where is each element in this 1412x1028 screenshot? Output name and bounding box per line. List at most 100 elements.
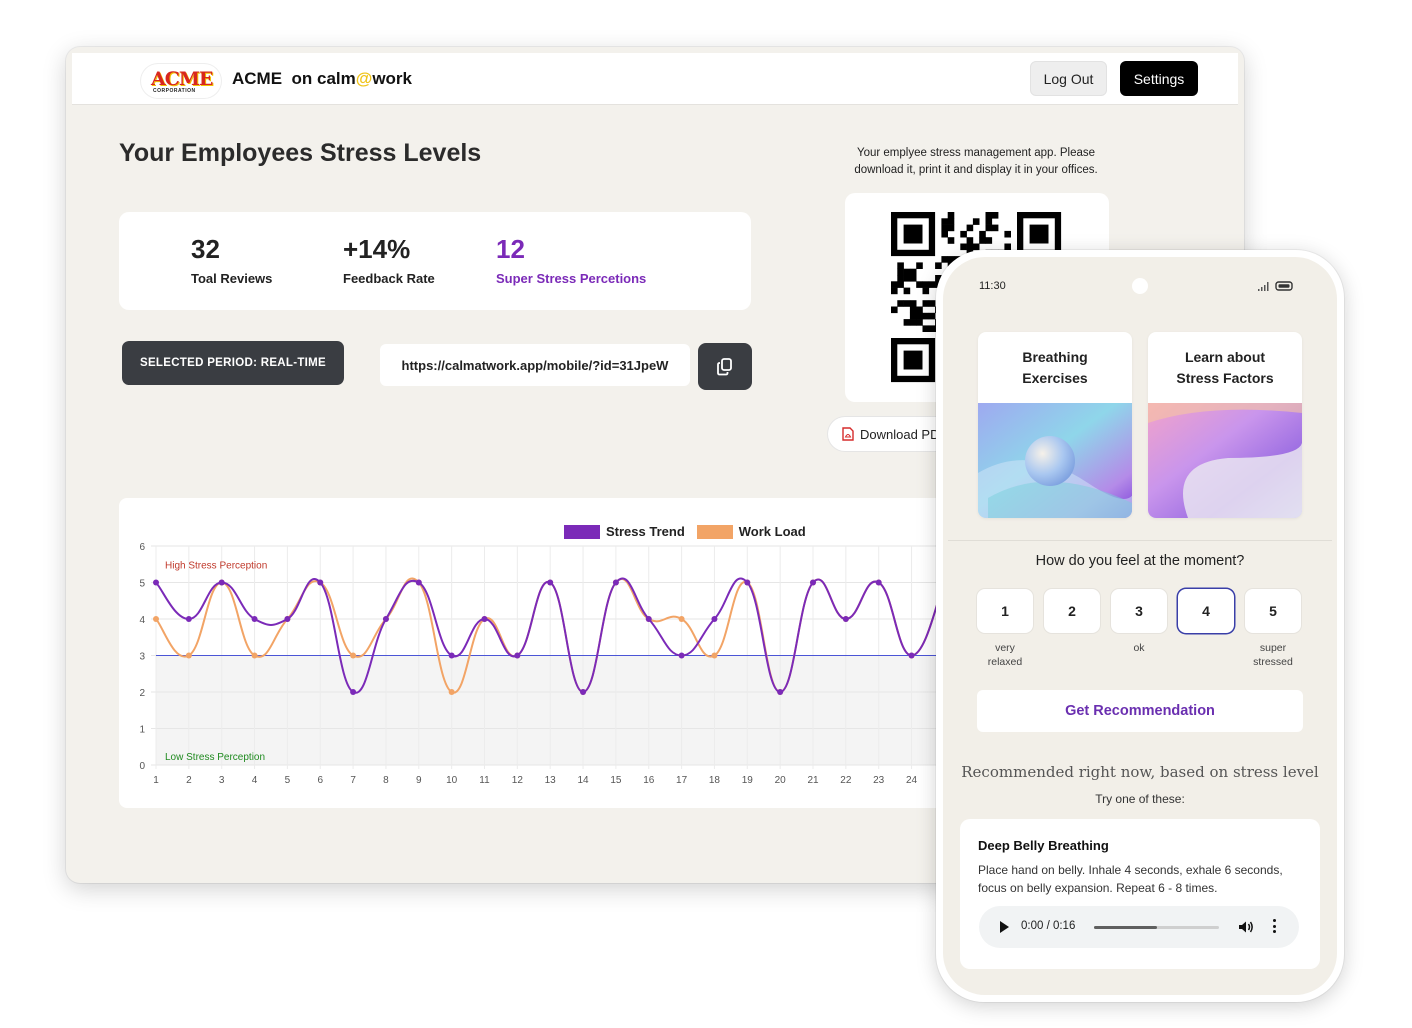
data-point-stress-trend [645, 616, 652, 622]
x-tick-label: 17 [676, 775, 688, 786]
rating-label-line: stressed [1253, 656, 1293, 668]
y-tick-label: 1 [139, 725, 145, 736]
rating-button-3[interactable]: 3 [1111, 589, 1167, 633]
data-point-stress-trend [251, 616, 258, 622]
page-title: Your Employees Stress Levels [119, 139, 482, 167]
y-tick-label: 4 [139, 615, 145, 626]
rating-button-1[interactable]: 1 [977, 589, 1033, 633]
audio-progress-track[interactable] [1094, 926, 1219, 929]
data-point-stress-trend [382, 616, 389, 622]
y-tick-label: 0 [139, 761, 145, 772]
settings-button[interactable]: Settings [1120, 61, 1198, 96]
logo-subtext: CORPORATION [153, 88, 196, 94]
share-url-field[interactable]: https://calmatwork.app/mobile/?id=31JpeW [380, 344, 690, 386]
low-stress-band [156, 655, 999, 765]
x-tick-label: 5 [285, 775, 291, 786]
play-icon[interactable] [1000, 921, 1009, 933]
download-pdf-label: Download PD [860, 426, 940, 442]
x-tick-label: 21 [807, 775, 819, 786]
tile-title-line: Learn about [1184, 348, 1266, 365]
y-tick-label: 5 [139, 579, 145, 590]
data-point-work-load [448, 689, 455, 695]
status-time: 11:30 [979, 280, 1006, 292]
rating-button-2[interactable]: 2 [1044, 589, 1100, 633]
recommendation-subtitle: Try one of these: [1095, 792, 1185, 806]
data-point-stress-trend [612, 579, 619, 586]
data-point-stress-trend [810, 579, 816, 586]
more-options-icon[interactable] [1273, 919, 1277, 936]
x-tick-label: 6 [317, 775, 323, 786]
data-point-stress-trend [744, 579, 751, 586]
x-tick-label: 15 [610, 775, 622, 786]
tile-title-line: Exercises [1022, 369, 1088, 386]
rating-button-4[interactable]: 4 [1178, 589, 1234, 633]
data-point-stress-trend [481, 616, 488, 622]
data-point-stress-trend [317, 579, 324, 586]
exercise-card: Deep Belly Breathing Place hand on belly… [960, 819, 1320, 969]
x-tick-label: 23 [873, 775, 885, 786]
rating-label-line: very [995, 642, 1015, 654]
legend-swatch-stress-trend [564, 524, 600, 539]
x-tick-label: 3 [219, 775, 225, 786]
acme-logo[interactable]: ACME CORPORATION [141, 64, 221, 98]
volume-icon[interactable] [1238, 919, 1254, 935]
rating-label-line: ok [1133, 642, 1145, 654]
high-stress-annotation: High Stress Perception [165, 560, 267, 571]
mood-question: How do you feel at the moment? [1035, 553, 1245, 569]
recommendation-title: Recommended right now, based on stress l… [961, 763, 1319, 781]
camera-notch [1132, 278, 1148, 294]
data-point-stress-trend [514, 652, 521, 659]
stat-label: Super Stress Percetions [496, 271, 647, 286]
phone-screen: 11:30 Breathing Exercises [943, 257, 1337, 995]
stress-factors-illustration [1148, 403, 1302, 518]
stat-value: 12 [496, 234, 525, 264]
stat-total-reviews: 32 Toal Reviews [191, 234, 272, 286]
audio-player: 0:00 / 0:16 [979, 906, 1299, 948]
exercise-description: Place hand on belly. Inhale 4 seconds, e… [978, 863, 1283, 895]
legend-label-stress-trend: Stress Trend [606, 524, 685, 539]
breathing-illustration [978, 403, 1132, 518]
tile-title: Breathing Exercises [978, 332, 1132, 403]
rating-label-3: ok [1109, 641, 1169, 655]
copy-url-button[interactable] [698, 343, 752, 390]
x-tick-label: 1 [153, 775, 159, 786]
app-title-at: @ [355, 69, 373, 88]
data-point-stress-trend [350, 689, 357, 695]
data-point-stress-trend [711, 616, 718, 622]
y-tick-label: 2 [139, 688, 145, 699]
tile-title-line: Stress Factors [1176, 369, 1274, 386]
legend-swatch-work-load [696, 524, 733, 539]
copy-icon [717, 357, 732, 375]
signal-battery-icon [1258, 281, 1293, 291]
data-point-work-load [711, 652, 718, 659]
legend-label-work-load: Work Load [738, 524, 806, 539]
stat-super-stress: 12 Super Stress Percetions [496, 234, 646, 286]
x-tick-label: 16 [643, 775, 655, 786]
rating-label-line: super [1259, 642, 1287, 654]
stats-card: 32 Toal Reviews +14% Feedback Rate 12 Su… [119, 212, 751, 310]
tile-title: Learn about Stress Factors [1148, 332, 1302, 403]
y-tick-label: 3 [139, 652, 145, 663]
rating-button-5[interactable]: 5 [1245, 589, 1301, 633]
tile-breathing-exercises[interactable]: Breathing Exercises [978, 332, 1132, 518]
data-point-work-load [678, 616, 685, 622]
app-title-suffix: work [372, 69, 413, 88]
data-point-stress-trend [153, 579, 159, 586]
x-tick-label: 19 [742, 775, 754, 786]
tile-stress-factors[interactable]: Learn about Stress Factors [1148, 332, 1302, 518]
logout-button[interactable]: Log Out [1030, 61, 1107, 96]
data-point-stress-trend [908, 652, 915, 659]
pdf-icon [842, 427, 854, 441]
x-tick-label: 20 [775, 775, 787, 786]
x-tick-label: 7 [350, 775, 356, 786]
rating-label-5: super stressed [1243, 641, 1303, 669]
section-divider [948, 540, 1332, 541]
exercise-name: Deep Belly Breathing [978, 838, 1109, 853]
stat-label: Toal Reviews [191, 271, 273, 286]
get-recommendation-button[interactable]: Get Recommendation [977, 690, 1303, 732]
period-selector-button[interactable]: SELECTED PERIOD: REAL-TIME [122, 341, 344, 385]
data-point-stress-trend [678, 652, 685, 659]
stat-feedback-rate: +14% Feedback Rate [343, 234, 435, 286]
data-point-stress-trend [547, 579, 554, 586]
